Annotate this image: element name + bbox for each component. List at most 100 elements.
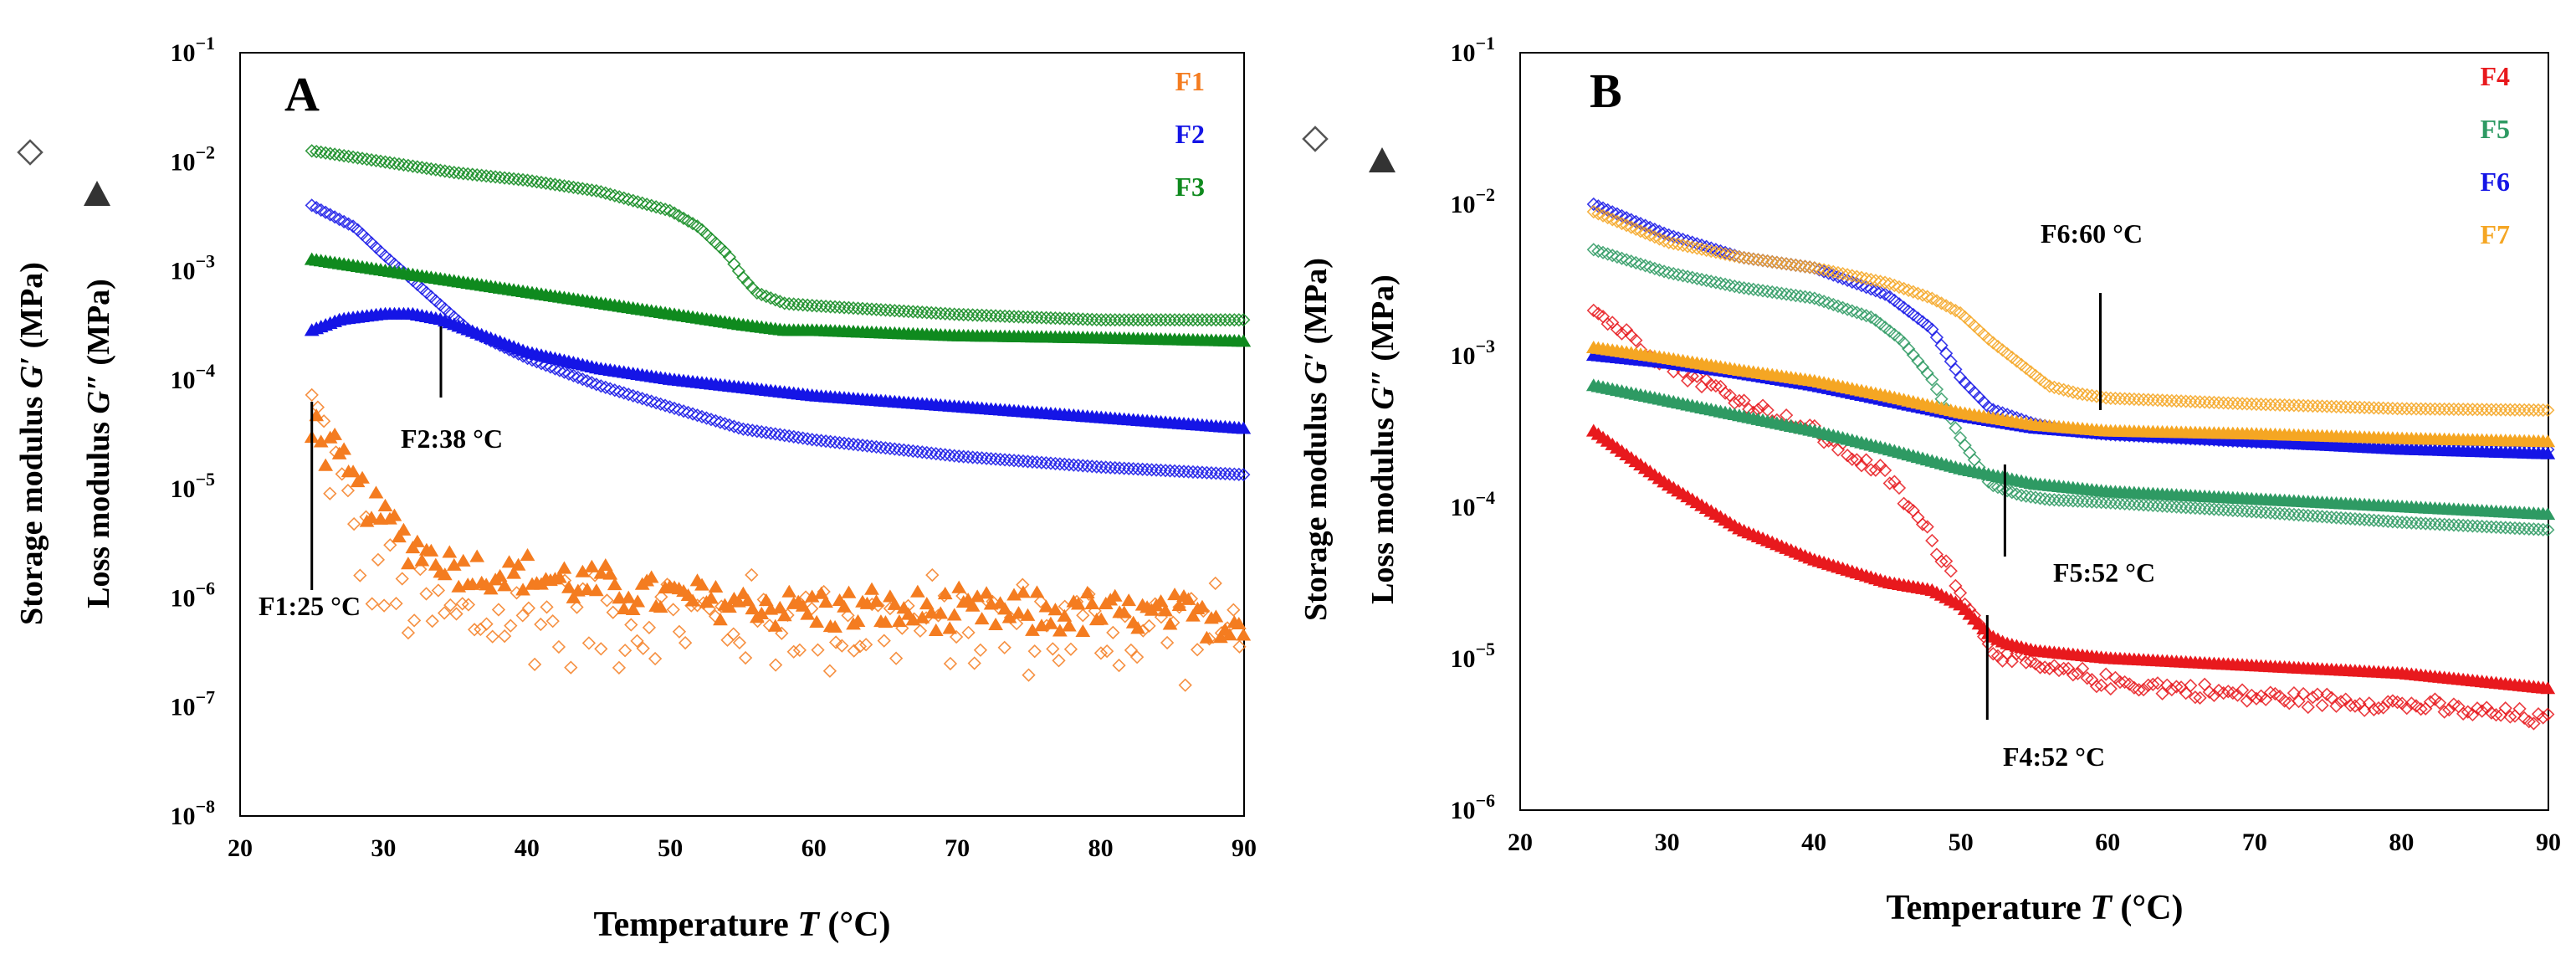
data-point	[504, 618, 518, 633]
data-point	[2475, 519, 2489, 534]
data-point	[2540, 434, 2556, 448]
data-point	[2362, 401, 2376, 415]
data-point	[2141, 393, 2155, 407]
data-point	[1990, 480, 2005, 495]
series-F3-loss	[304, 252, 1252, 347]
data-point	[713, 240, 728, 254]
data-point	[1062, 311, 1076, 326]
data-point	[1113, 461, 1127, 475]
data-point	[2390, 515, 2404, 529]
data-point	[1122, 461, 1136, 476]
data-point	[2522, 714, 2536, 729]
data-point	[364, 236, 379, 250]
data-point	[2066, 385, 2080, 399]
data-point	[1047, 603, 1063, 616]
data-point	[2348, 511, 2363, 526]
data-point	[906, 444, 920, 459]
data-point	[2089, 679, 2104, 694]
data-point	[414, 553, 430, 567]
data-point	[635, 196, 649, 210]
data-point	[2484, 403, 2499, 417]
data-point	[2503, 403, 2517, 417]
data-point	[1591, 207, 1606, 221]
series-F3-storage	[305, 144, 1251, 327]
data-point	[1043, 456, 1058, 470]
data-point	[2470, 403, 2485, 417]
data-point	[323, 146, 337, 161]
data-point	[2113, 675, 2128, 690]
data-point	[1657, 233, 1672, 248]
data-point	[1638, 226, 1652, 240]
data-point	[1085, 459, 1099, 474]
data-point	[791, 297, 806, 311]
data-point	[643, 570, 659, 583]
data-point	[1929, 382, 1944, 397]
data-point	[2324, 510, 2338, 525]
data-point	[1124, 643, 1139, 658]
data-point	[2202, 501, 2216, 516]
data-point	[2493, 403, 2508, 417]
data-point	[1798, 259, 1812, 274]
legend-entry: F1	[1175, 66, 1205, 96]
data-point	[1624, 220, 1638, 234]
data-point	[2010, 487, 2024, 501]
data-point	[515, 172, 530, 187]
data-point	[878, 303, 893, 317]
data-point	[2216, 396, 2230, 410]
data-point	[1227, 313, 1242, 327]
data-point	[1104, 460, 1118, 475]
data-point	[2071, 386, 2085, 401]
data-point	[1949, 362, 1963, 377]
data-point	[1071, 458, 1085, 473]
data-point	[943, 448, 957, 463]
data-point	[1775, 286, 1789, 300]
data-point	[1746, 252, 1760, 266]
data-point	[956, 307, 970, 322]
data-point	[1897, 281, 1911, 296]
y-tick-label: 10−5	[1450, 639, 1495, 673]
data-point	[589, 377, 603, 392]
series-F5-loss	[1585, 378, 2556, 521]
data-point	[413, 562, 428, 577]
loss-triangle-icon	[84, 181, 110, 206]
data-point	[837, 300, 852, 315]
data-point	[2348, 400, 2363, 414]
data-point	[777, 296, 791, 310]
data-point	[1011, 606, 1027, 619]
data-point	[1006, 454, 1022, 468]
data-point	[1154, 463, 1168, 478]
data-point	[530, 175, 544, 189]
data-point	[2461, 519, 2475, 533]
data-point	[1769, 285, 1785, 300]
data-point	[2437, 517, 2451, 531]
data-point	[809, 614, 825, 628]
data-point	[1667, 236, 1681, 250]
data-point	[636, 641, 650, 655]
y-tick-label: 10−3	[1450, 336, 1495, 370]
data-point	[1108, 313, 1122, 327]
data-point	[1595, 245, 1611, 259]
data-point	[855, 439, 870, 453]
data-point	[571, 181, 586, 195]
data-point	[801, 298, 815, 312]
data-point	[1699, 243, 1713, 258]
data-point	[1006, 310, 1022, 324]
data-point	[2423, 516, 2437, 531]
data-point	[1033, 594, 1048, 608]
data-point	[566, 368, 581, 383]
data-point	[571, 370, 586, 385]
data-point	[841, 608, 855, 623]
data-point	[1158, 313, 1173, 327]
data-point	[860, 439, 874, 453]
data-point	[2132, 497, 2146, 512]
data-point	[864, 439, 879, 454]
data-point	[1887, 278, 1902, 293]
data-point	[1826, 297, 1841, 312]
data-point	[2277, 506, 2292, 521]
data-point	[883, 589, 898, 603]
data-point	[2409, 402, 2424, 416]
data-point	[913, 623, 928, 638]
data-point	[1821, 295, 1836, 310]
data-point	[1780, 257, 1794, 271]
